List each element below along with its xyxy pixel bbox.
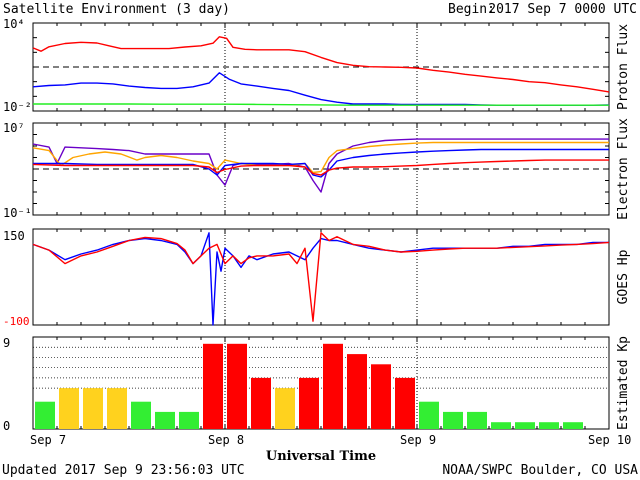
kp-bar bbox=[35, 401, 55, 429]
electron-flux-ylabel: Electron Flux bbox=[616, 118, 631, 220]
begin-value: 2017 Sep 7 0000 UTC bbox=[488, 2, 637, 17]
kp-bar bbox=[515, 422, 535, 429]
kp-bar bbox=[59, 388, 79, 429]
kp-bar bbox=[467, 411, 487, 429]
kp-ytick-bottom: 0 bbox=[3, 419, 10, 433]
kp-bar bbox=[155, 411, 175, 429]
kp-bar bbox=[491, 422, 511, 429]
kp-bar bbox=[107, 388, 127, 429]
green-series-line bbox=[33, 103, 609, 106]
updated-timestamp: Updated 2017 Sep 9 23:56:03 UTC bbox=[2, 463, 245, 478]
credit-text: NOAA/SWPC Boulder, CO USA bbox=[442, 463, 638, 478]
kp-bar bbox=[83, 388, 103, 429]
proton-flux-ylabel: Proton Flux bbox=[616, 24, 631, 110]
kp-bar bbox=[203, 343, 223, 429]
purple-series-line bbox=[32, 138, 609, 193]
proton-ytick-bottom: 10⁻² bbox=[3, 100, 32, 114]
electron-flux-panel: 10⁷ 10⁻¹ Electron Flux bbox=[3, 118, 631, 220]
kp-bar bbox=[419, 401, 439, 429]
begin-label: Begin: bbox=[448, 2, 495, 17]
kp-ytick-top: 9 bbox=[3, 336, 10, 350]
electron-ytick-top: 10⁷ bbox=[3, 121, 25, 135]
x-axis-label: Universal Time bbox=[266, 449, 376, 464]
proton-ytick-top: 10⁴ bbox=[3, 17, 25, 31]
proton-flux-frame bbox=[32, 22, 610, 112]
hp-ytick-top: 150 bbox=[3, 229, 25, 243]
kp-bar bbox=[131, 401, 151, 429]
kp-bar bbox=[251, 377, 271, 429]
electron-flux-frame bbox=[32, 122, 610, 216]
red-series-line bbox=[32, 232, 610, 322]
red-series-line bbox=[32, 36, 610, 93]
kp-bar bbox=[179, 411, 199, 429]
kp-bar bbox=[275, 388, 295, 429]
red-series-line bbox=[32, 159, 609, 176]
kp-bar bbox=[299, 377, 319, 429]
hp-ytick-bottom: -100 bbox=[3, 315, 30, 328]
x-tick-sep9: Sep 9 bbox=[400, 433, 436, 447]
x-tick-sep7: Sep 7 bbox=[30, 433, 66, 447]
proton-flux-panel: 10⁴ 10⁻² Proton Flux bbox=[3, 17, 631, 114]
blue-series-line bbox=[33, 148, 609, 178]
kp-bar bbox=[539, 422, 559, 429]
kp-ylabel: Estimated Kp bbox=[616, 336, 631, 430]
blue-series-line bbox=[32, 72, 610, 106]
kp-panel: 9 0 Estimated Kp bbox=[3, 336, 631, 433]
orange-series-line bbox=[32, 141, 609, 174]
kp-bar bbox=[371, 364, 391, 429]
kp-bar bbox=[443, 411, 463, 429]
goes-hp-panel: 150 -100 GOES Hp bbox=[3, 228, 631, 328]
kp-bar bbox=[563, 422, 583, 429]
electron-ytick-bottom: 10⁻¹ bbox=[3, 206, 32, 220]
kp-bar bbox=[323, 343, 343, 429]
x-tick-sep8: Sep 8 bbox=[208, 433, 244, 447]
kp-bar bbox=[395, 377, 415, 429]
kp-bar bbox=[347, 354, 367, 429]
chart-title: Satellite Environment (3 day) bbox=[3, 2, 230, 17]
goes-hp-ylabel: GOES Hp bbox=[616, 249, 631, 304]
kp-bar bbox=[227, 343, 247, 429]
x-tick-sep10: Sep 10 bbox=[588, 433, 631, 447]
